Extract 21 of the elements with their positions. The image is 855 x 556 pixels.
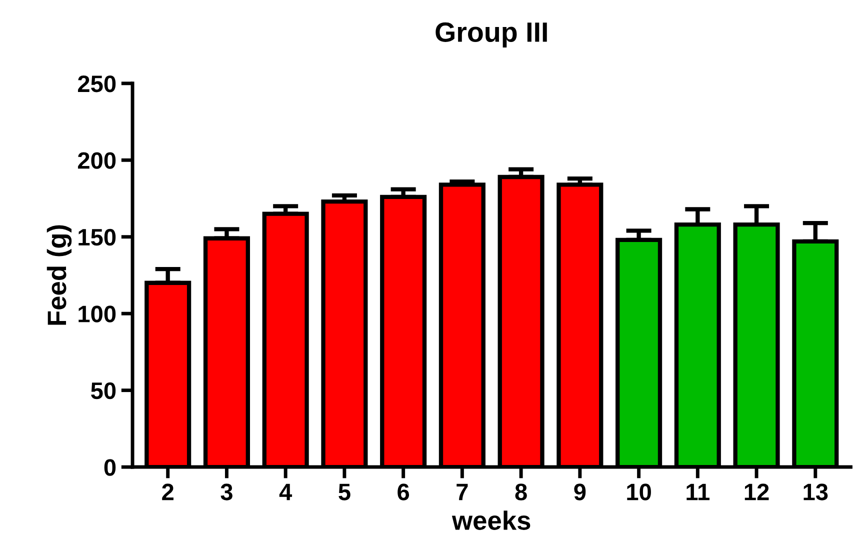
x-tick-label: 4 [279, 484, 292, 500]
y-tick-label: 100 [78, 306, 116, 322]
x-tick-label: 13 [804, 484, 828, 500]
x-tick-label: 8 [515, 484, 527, 500]
x-tick-label: 2 [162, 484, 174, 500]
y-axis-title: Feed (g) [46, 225, 72, 325]
y-tick-label: 200 [78, 152, 116, 169]
x-tick-label: 6 [398, 484, 410, 500]
x-tick-label: 9 [574, 484, 586, 500]
x-axis-title: weeks [452, 510, 530, 530]
y-tick-label: 150 [78, 228, 116, 246]
x-tick-label: 10 [627, 484, 651, 500]
y-tick-label: 0 [104, 459, 116, 476]
chart-title: Group III [436, 22, 547, 48]
x-tick-label: 12 [744, 484, 769, 500]
x-tick-label: 7 [456, 484, 468, 500]
y-tick-label: 50 [91, 382, 116, 400]
y-tick-label: 250 [78, 75, 116, 92]
x-tick-label: 11 [686, 484, 710, 500]
x-tick-label: 5 [338, 484, 350, 500]
x-tick-label: 3 [220, 484, 232, 500]
